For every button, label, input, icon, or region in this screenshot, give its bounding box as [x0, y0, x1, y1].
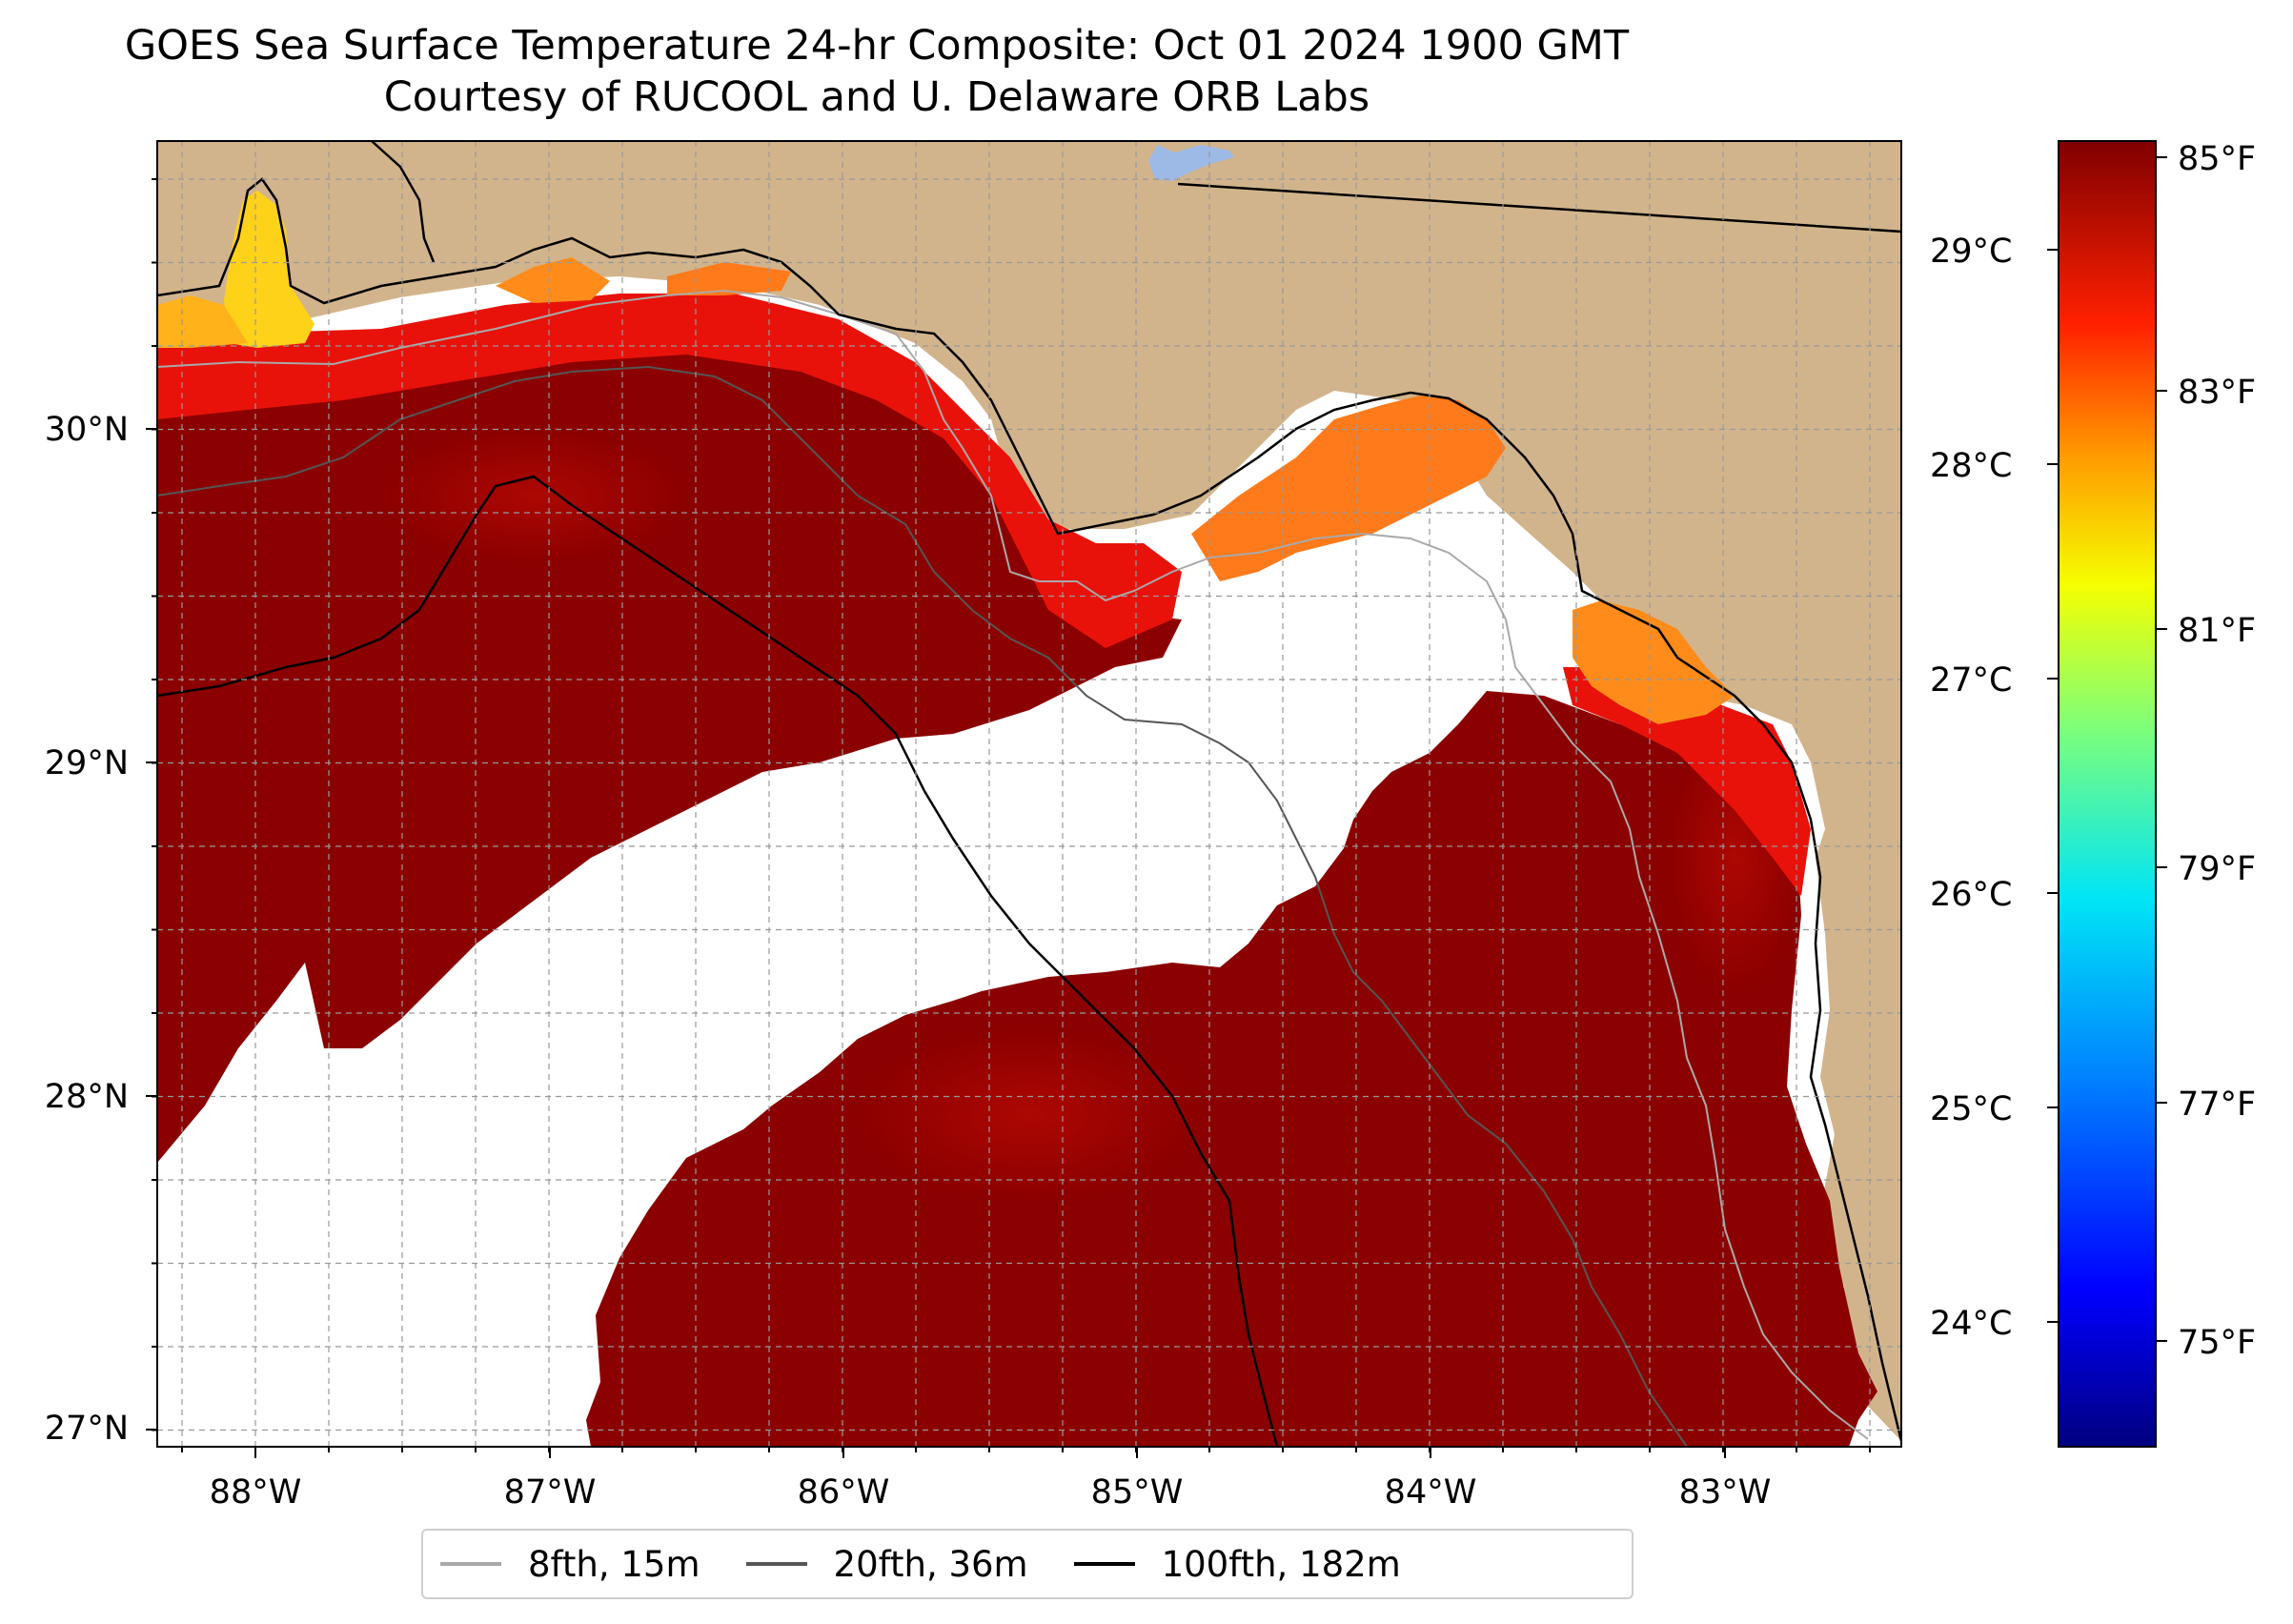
- sst-orange-coast-mid: [496, 257, 610, 303]
- legend-label: 100fth, 182m: [1161, 1543, 1401, 1585]
- lat-label: 29°N: [45, 744, 129, 782]
- colorbar-celsius-label: 26°C: [1930, 876, 2012, 914]
- sst-orange-coast-mid2: [667, 262, 791, 295]
- colorbar-fahrenheit-label: 79°F: [2178, 850, 2256, 888]
- lon-label: 85°W: [1091, 1473, 1184, 1512]
- sst-orange-bay: [1191, 396, 1506, 581]
- state-border: [1177, 182, 1901, 233]
- sst-dark-red-east: [586, 691, 1877, 1447]
- isobath-8fth: [157, 289, 1869, 1440]
- isobath-legend: 8fth, 15m 20fth, 36m 100fth, 182m: [421, 1529, 1634, 1599]
- colorbar-fahrenheit-label: 75°F: [2178, 1324, 2256, 1362]
- colorbar-celsius-label: 25°C: [1930, 1090, 2012, 1128]
- lon-label: 84°W: [1385, 1473, 1477, 1512]
- colorbar-fahrenheit-label: 85°F: [2178, 140, 2256, 178]
- lat-label: 30°N: [45, 411, 129, 449]
- colorbar-celsius-label: 28°C: [1930, 447, 2012, 485]
- isobath-100fth: [157, 475, 1279, 1447]
- isobath-20fth: [157, 365, 1688, 1447]
- lat-label: 28°N: [45, 1078, 129, 1116]
- legend-line-swatch: [1073, 1562, 1135, 1566]
- lat-label: 27°N: [45, 1410, 129, 1448]
- lon-label: 83°W: [1679, 1473, 1772, 1512]
- map-subtitle: Courtesy of RUCOOL and U. Delaware ORB L…: [383, 73, 1370, 121]
- colorbar-frame: [2058, 140, 2157, 1448]
- axis-ticks: [146, 178, 1871, 1458]
- land-mass: [157, 141, 1901, 1441]
- sst-red-east-coast: [1563, 667, 1811, 896]
- legend-label: 20fth, 36m: [833, 1543, 1028, 1585]
- sst-orange-coast-west: [157, 295, 248, 348]
- sst-warm-patch: [381, 429, 686, 562]
- legend-item-100fth: 100fth, 182m: [1073, 1543, 1401, 1585]
- colorbar-celsius-label: 27°C: [1930, 661, 2012, 700]
- legend-line-swatch: [440, 1562, 501, 1566]
- legend-item-20fth: 20fth, 36m: [745, 1543, 1028, 1585]
- state-border: [371, 141, 436, 263]
- lon-label: 86°W: [798, 1473, 890, 1512]
- legend-item-8fth: 8fth, 15m: [440, 1544, 700, 1585]
- legend-line-swatch: [745, 1562, 807, 1566]
- colorbar: [2059, 141, 2156, 1447]
- colorbar-fahrenheit-label: 77°F: [2178, 1086, 2256, 1124]
- lon-label: 87°W: [504, 1473, 597, 1512]
- colorbar-celsius-label: 24°C: [1930, 1305, 2012, 1343]
- colorbar-fahrenheit-label: 83°F: [2178, 374, 2256, 412]
- legend-label: 8fth, 15m: [528, 1543, 700, 1585]
- sst-red-coastal-band: [157, 294, 1182, 648]
- sst-yellow-mobile-bay: [224, 191, 315, 348]
- colorbar-fahrenheit-label: 81°F: [2178, 612, 2256, 650]
- lon-label: 88°W: [210, 1473, 302, 1512]
- map-title: GOES Sea Surface Temperature 24-hr Compo…: [124, 22, 1630, 70]
- colorbar-celsius-label: 29°C: [1930, 233, 2012, 271]
- gridlines: [157, 141, 1901, 1447]
- plot-frame: [156, 140, 1902, 1448]
- sst-warm-patch: [858, 1029, 1201, 1201]
- lake: [1148, 145, 1234, 181]
- colorbar-ticks: [2047, 156, 2167, 1342]
- sst-orange-bigbend: [1573, 600, 1735, 724]
- coastline: [157, 177, 1901, 1442]
